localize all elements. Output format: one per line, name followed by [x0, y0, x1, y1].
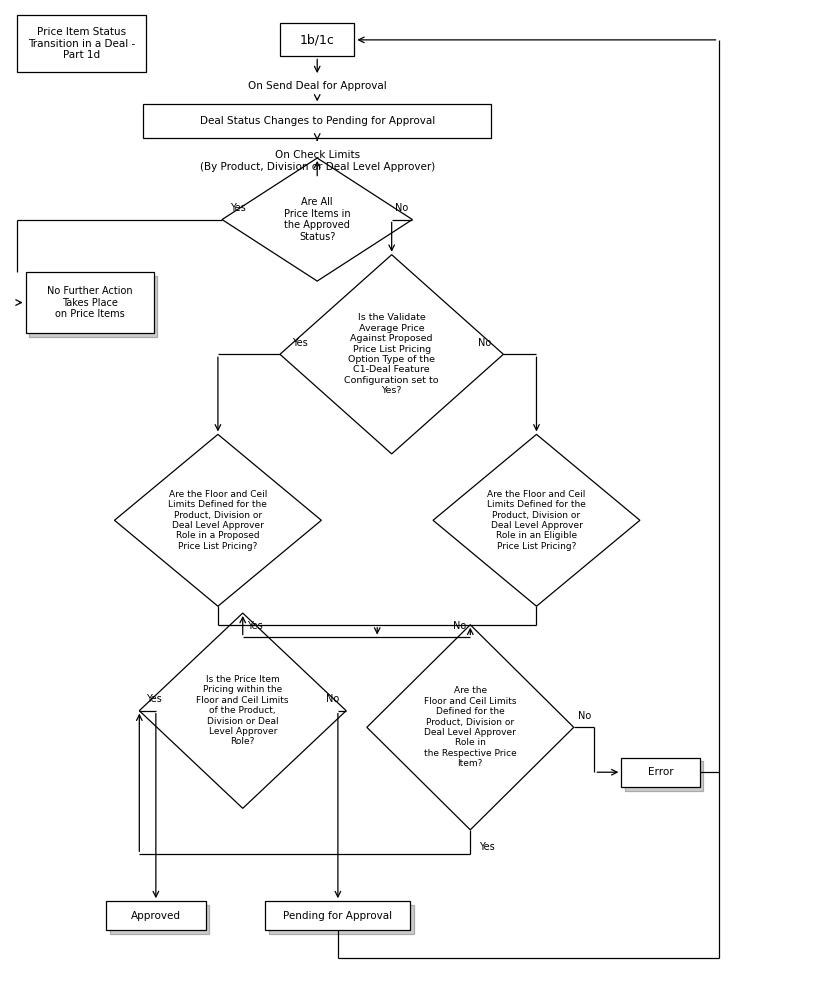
- Text: Are All
Price Items in
the Approved
Status?: Are All Price Items in the Approved Stat…: [284, 197, 351, 242]
- FancyBboxPatch shape: [280, 24, 355, 57]
- FancyBboxPatch shape: [269, 905, 414, 934]
- Polygon shape: [433, 434, 640, 606]
- Text: Error: Error: [648, 767, 673, 777]
- Text: On Send Deal for Approval: On Send Deal for Approval: [248, 81, 387, 90]
- Text: 1b/1c: 1b/1c: [300, 33, 335, 46]
- Polygon shape: [222, 158, 412, 281]
- Polygon shape: [114, 434, 322, 606]
- Text: Yes: Yes: [231, 203, 246, 213]
- FancyBboxPatch shape: [17, 16, 146, 72]
- Text: Price Item Status
Transition in a Deal -
Part 1d: Price Item Status Transition in a Deal -…: [27, 27, 135, 60]
- FancyBboxPatch shape: [26, 272, 154, 333]
- Text: No: No: [477, 338, 491, 348]
- Text: No: No: [327, 694, 340, 704]
- Text: Are the
Floor and Ceil Limits
Defined for the
Product, Division or
Deal Level Ap: Are the Floor and Ceil Limits Defined fo…: [424, 686, 516, 768]
- Text: No: No: [578, 711, 591, 721]
- FancyBboxPatch shape: [625, 761, 703, 791]
- Text: Yes: Yes: [478, 843, 494, 852]
- Text: No: No: [453, 621, 466, 630]
- Text: Approved: Approved: [131, 910, 181, 921]
- Text: On Check Limits
(By Product, Division or Deal Level Approver): On Check Limits (By Product, Division or…: [200, 150, 435, 172]
- FancyBboxPatch shape: [107, 901, 206, 930]
- Text: Is the Validate
Average Price
Against Proposed
Price List Pricing
Option Type of: Is the Validate Average Price Against Pr…: [344, 313, 439, 395]
- Text: No: No: [395, 203, 408, 213]
- Polygon shape: [139, 613, 347, 808]
- Polygon shape: [280, 254, 503, 454]
- Text: Yes: Yes: [247, 621, 262, 630]
- Text: Are the Floor and Ceil
Limits Defined for the
Product, Division or
Deal Level Ap: Are the Floor and Ceil Limits Defined fo…: [487, 490, 586, 551]
- Text: Yes: Yes: [292, 338, 308, 348]
- Text: Pending for Approval: Pending for Approval: [283, 910, 392, 921]
- FancyBboxPatch shape: [109, 905, 209, 934]
- Text: Yes: Yes: [146, 694, 162, 704]
- Text: No Further Action
Takes Place
on Price Items: No Further Action Takes Place on Price I…: [47, 286, 132, 319]
- FancyBboxPatch shape: [143, 104, 491, 137]
- Text: Are the Floor and Ceil
Limits Defined for the
Product, Division or
Deal Level Ap: Are the Floor and Ceil Limits Defined fo…: [168, 490, 267, 551]
- Polygon shape: [367, 625, 574, 830]
- Text: Is the Price Item
Pricing within the
Floor and Ceil Limits
of the Product,
Divis: Is the Price Item Pricing within the Flo…: [197, 675, 289, 746]
- FancyBboxPatch shape: [266, 901, 411, 930]
- FancyBboxPatch shape: [621, 757, 700, 787]
- FancyBboxPatch shape: [29, 276, 157, 337]
- Text: Deal Status Changes to Pending for Approval: Deal Status Changes to Pending for Appro…: [200, 116, 435, 126]
